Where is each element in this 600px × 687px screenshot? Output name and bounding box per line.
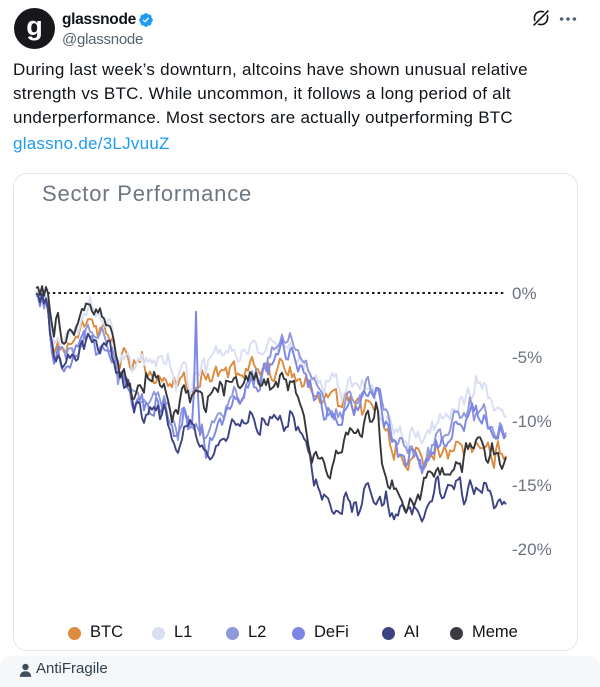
svg-text:-5%: -5%: [512, 348, 542, 367]
svg-text:-10%: -10%: [512, 412, 552, 431]
svg-text:-20%: -20%: [512, 540, 552, 559]
svg-text:-15%: -15%: [512, 476, 552, 495]
svg-text:0%: 0%: [512, 284, 537, 303]
